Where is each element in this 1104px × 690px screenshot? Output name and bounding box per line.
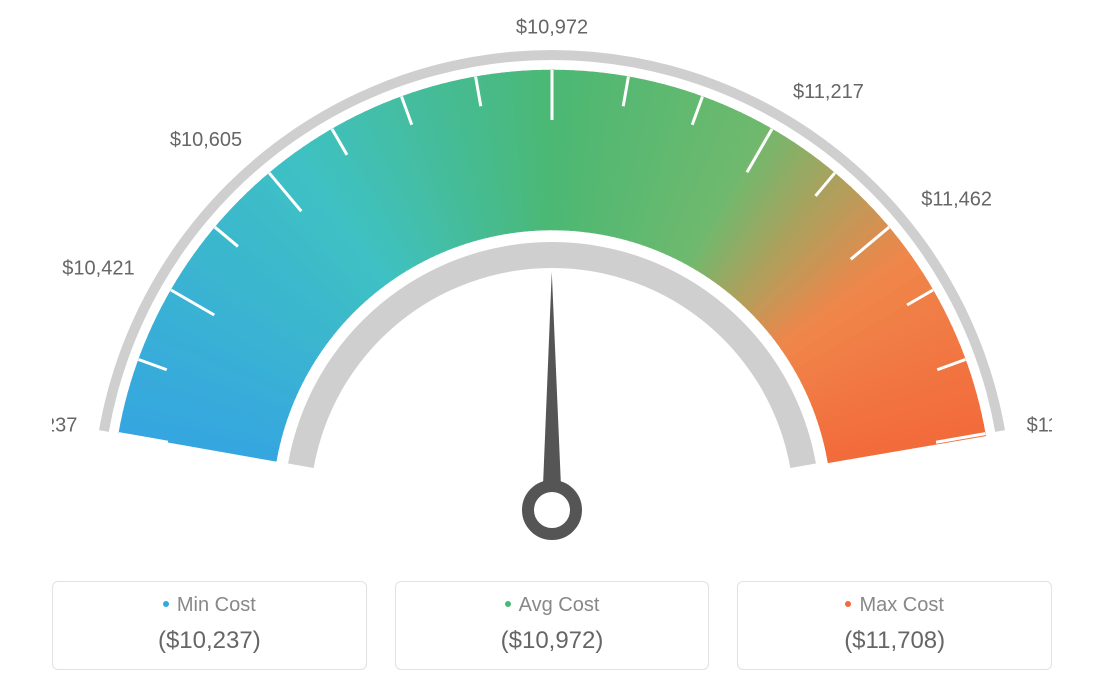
max-cost-title-text: Max Cost: [859, 594, 943, 616]
max-cost-title: Max Cost: [738, 594, 1051, 617]
gauge-tick-label: $10,237: [52, 415, 77, 437]
gauge-tick-label: $10,972: [516, 16, 588, 38]
summary-row: Min Cost ($10,237) Avg Cost ($10,972) Ma…: [52, 581, 1052, 670]
min-cost-title-text: Min Cost: [177, 594, 256, 616]
gauge-needle: [542, 272, 562, 510]
dot-icon: [845, 601, 851, 607]
min-cost-value: ($10,237): [53, 627, 366, 655]
gauge-tick-label: $10,421: [62, 257, 134, 279]
chart-container: $10,237 $10,421 $10,605 $10,972 $11,217 $11,4…: [0, 0, 1104, 690]
avg-cost-card: Avg Cost ($10,972): [395, 581, 710, 670]
gauge-tick-label: $10,605: [170, 129, 242, 151]
gauge-hub: [528, 486, 576, 534]
dot-icon: [163, 601, 169, 607]
gauge-tick-label: $11,708: [1027, 415, 1052, 437]
min-cost-card: Min Cost ($10,237): [52, 581, 367, 670]
max-cost-card: Max Cost ($11,708): [737, 581, 1052, 670]
cost-gauge: $10,237 $10,421 $10,605 $10,972 $11,217 $11,4…: [52, 10, 1052, 570]
gauge-tick-label: $11,462: [921, 188, 992, 210]
gauge-holder: $10,237 $10,421 $10,605 $10,972 $11,217 $11,4…: [52, 10, 1052, 570]
avg-cost-title-text: Avg Cost: [519, 594, 600, 616]
avg-cost-value: ($10,972): [396, 627, 709, 655]
min-cost-title: Min Cost: [53, 594, 366, 617]
max-cost-value: ($11,708): [738, 627, 1051, 655]
dot-icon: [505, 601, 511, 607]
avg-cost-title: Avg Cost: [396, 594, 709, 617]
gauge-tick-label: $11,217: [793, 81, 864, 103]
